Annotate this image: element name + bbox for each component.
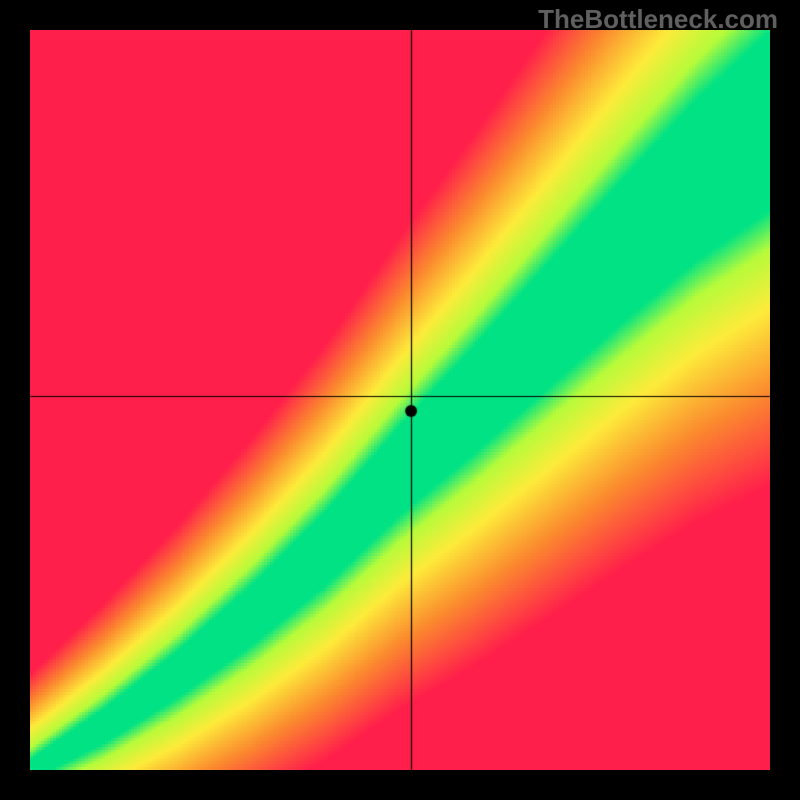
chart-container: TheBottleneck.com xyxy=(0,0,800,800)
overlay-canvas xyxy=(0,0,800,800)
